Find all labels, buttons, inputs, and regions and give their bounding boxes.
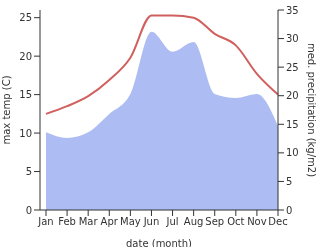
svg-text:10: 10 bbox=[19, 128, 32, 139]
svg-text:Jun: Jun bbox=[143, 216, 160, 227]
svg-text:25: 25 bbox=[286, 62, 299, 73]
svg-text:0: 0 bbox=[26, 205, 32, 216]
svg-text:5: 5 bbox=[26, 166, 32, 177]
svg-text:Oct: Oct bbox=[227, 216, 244, 227]
svg-text:Jan: Jan bbox=[37, 216, 53, 227]
svg-text:15: 15 bbox=[19, 89, 32, 100]
svg-text:Apr: Apr bbox=[101, 216, 119, 227]
svg-text:Dec: Dec bbox=[268, 216, 287, 227]
svg-text:35: 35 bbox=[286, 5, 299, 16]
svg-text:Feb: Feb bbox=[58, 216, 76, 227]
svg-text:max temp (C): max temp (C) bbox=[8, 75, 12, 144]
svg-text:Mar: Mar bbox=[79, 216, 99, 227]
svg-text:25: 25 bbox=[19, 12, 32, 23]
svg-text:20: 20 bbox=[286, 90, 299, 101]
svg-text:Sep: Sep bbox=[205, 216, 224, 227]
svg-text:5: 5 bbox=[286, 176, 292, 187]
svg-text:May: May bbox=[120, 216, 141, 227]
svg-text:Aug: Aug bbox=[184, 216, 204, 227]
svg-text:med. precipitation (kg/m2): med. precipitation (kg/m2) bbox=[306, 43, 310, 177]
svg-text:date (month): date (month) bbox=[126, 238, 192, 247]
svg-text:Jul: Jul bbox=[166, 216, 179, 227]
svg-text:Nov: Nov bbox=[247, 216, 267, 227]
svg-text:15: 15 bbox=[286, 119, 299, 130]
svg-text:10: 10 bbox=[286, 147, 299, 158]
svg-text:30: 30 bbox=[286, 33, 299, 44]
svg-text:20: 20 bbox=[19, 51, 32, 62]
svg-text:0: 0 bbox=[286, 205, 292, 216]
